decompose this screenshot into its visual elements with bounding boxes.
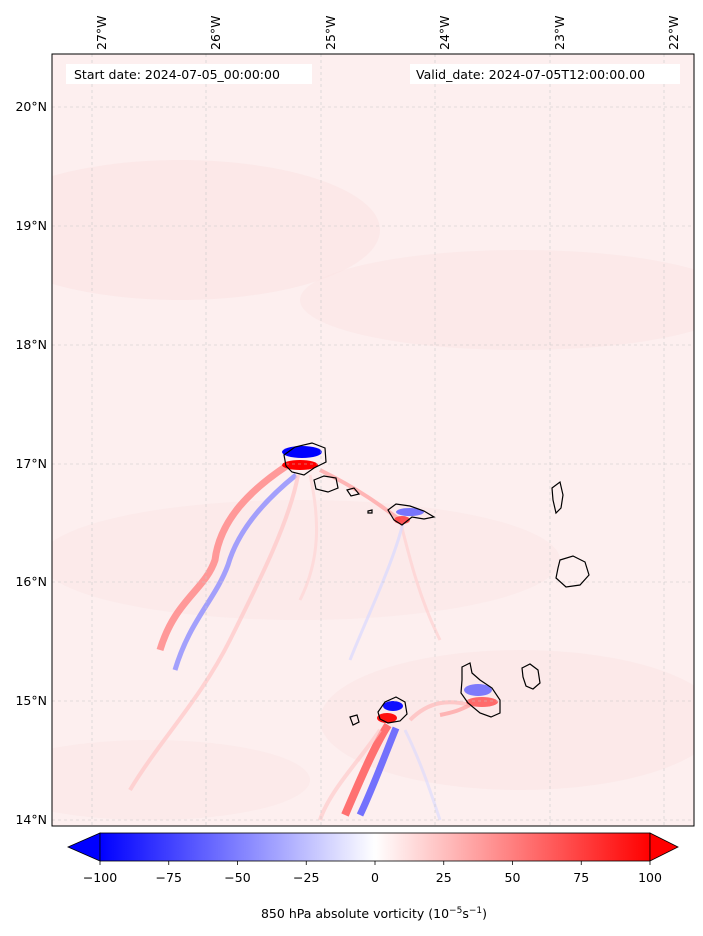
gridlines (52, 54, 694, 826)
colorbar-label-exp2: −1 (469, 906, 482, 916)
lat-tick-label: 19°N (15, 218, 47, 233)
start-date-box (66, 64, 312, 84)
colorbar-label-mid: s (462, 906, 469, 921)
lon-tick-label: 25°W (323, 15, 338, 50)
lat-tick-label: 18°N (15, 337, 47, 352)
island-islet (367, 509, 373, 514)
island-santo-antao (283, 442, 327, 476)
lon-tick-labels: 27°W 26°W 25°W 24°W 23°W 22°W (94, 15, 681, 50)
wake-blue-streak-south (356, 726, 400, 817)
lon-tick-label: 27°W (94, 15, 109, 50)
colorbar-extend-min (67, 832, 101, 862)
island-brava (349, 714, 360, 726)
vorticity-field (52, 54, 694, 826)
lat-tick-label: 14°N (15, 812, 47, 827)
map-panel: Start date: 2024-07-05_00:00:00 Valid_da… (51, 53, 695, 827)
lat-tick-label: 20°N (15, 99, 47, 114)
island-boa-vista (555, 555, 590, 588)
colorbar-tick-label: −100 (83, 870, 117, 885)
wake-blue-streak-north (172, 473, 298, 671)
island-santa-luzia (346, 487, 361, 497)
colorbar-tick-label: −75 (156, 870, 182, 885)
colorbar-extend-max (649, 832, 679, 862)
colorbar-label-exp1: −5 (449, 906, 462, 916)
colorbar-label-main: 850 hPa absolute vorticity (10 (261, 906, 449, 921)
colorbar-tick-label: 25 (436, 870, 452, 885)
start-date-label: Start date: 2024-07-05_00:00:00 (74, 67, 280, 82)
lat-tick-label: 15°N (15, 693, 47, 708)
lat-tick-label: 17°N (15, 456, 47, 471)
island-sal (551, 480, 564, 515)
lon-tick-label: 26°W (208, 15, 223, 50)
lon-tick-label: 23°W (552, 15, 567, 50)
colorbar-tick-label: −25 (293, 870, 319, 885)
lat-tick-label: 16°N (15, 574, 47, 589)
island-maio (521, 663, 541, 690)
lon-tick-label: 22°W (666, 15, 681, 50)
valid-date-label: Valid_date: 2024-07-05T12:00:00.00 (416, 67, 645, 82)
coastlines (283, 442, 590, 726)
lat-tick-labels: 20°N 19°N 18°N 17°N 16°N 15°N 14°N (15, 99, 47, 827)
colorbar-tick-label: 100 (638, 870, 662, 885)
colorbar: −100 −75 −50 −25 0 25 50 75 100 850 hPa … (67, 832, 679, 921)
map-frame (51, 53, 695, 827)
colorbar-label-end: ) (482, 906, 487, 921)
colorbar-tick-label: 50 (505, 870, 521, 885)
colorbar-label: 850 hPa absolute vorticity (10−5s−1) (261, 906, 487, 921)
wake-red-streak-north (156, 462, 290, 652)
colorbar-bar (99, 832, 651, 862)
island-sao-vicente (313, 475, 339, 493)
island-sao-nicolau (387, 503, 436, 526)
colorbar-tick-label: −50 (224, 870, 250, 885)
colorbar-tick-label: 75 (573, 870, 589, 885)
valid-date-box (410, 64, 680, 84)
colorbar-tick-label: 0 (371, 870, 379, 885)
island-fogo (377, 696, 408, 724)
island-santiago (460, 662, 501, 718)
lon-tick-label: 24°W (437, 15, 452, 50)
wake-red-streak-south (341, 722, 392, 817)
